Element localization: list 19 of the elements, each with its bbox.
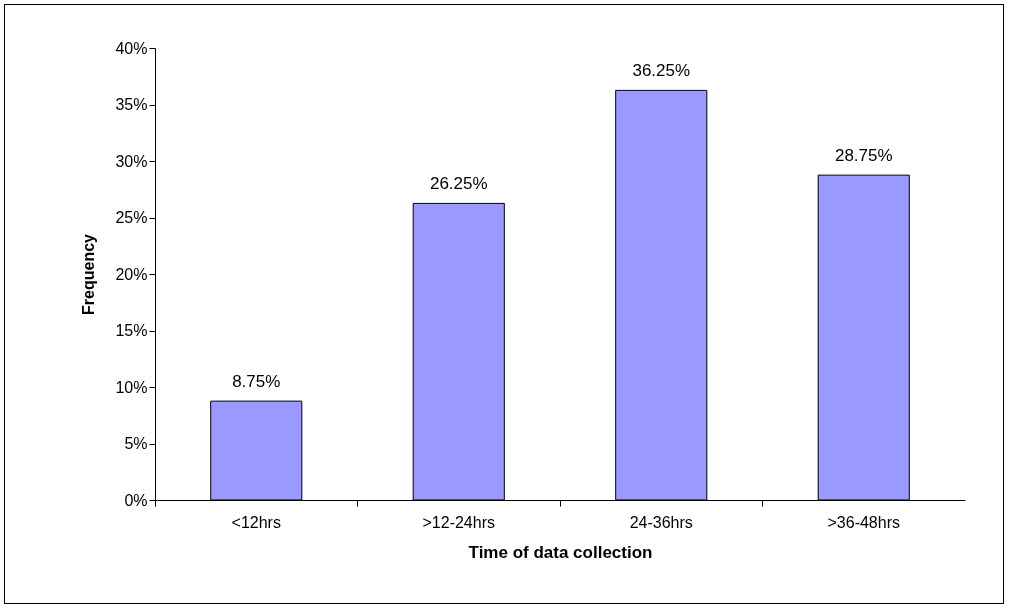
x-tick-label: <12hrs (231, 513, 281, 531)
y-tick-label: 40% (115, 39, 148, 57)
x-tick-label: >12-24hrs (422, 513, 495, 531)
data-label: 36.25% (632, 61, 691, 81)
data-label: 8.75% (232, 372, 281, 392)
y-tick-label: 25% (115, 209, 148, 226)
x-tick-label: >36-48hrs (827, 513, 900, 531)
y-tick-label: 30% (115, 152, 148, 170)
x-axis-title: Time of data collection (468, 542, 653, 562)
y-tick-label: 15% (115, 322, 148, 339)
data-label: 28.75% (834, 146, 893, 166)
y-tick-label: 0% (124, 491, 148, 509)
y-tick-label: 5% (124, 435, 148, 452)
y-tick-label: 20% (115, 265, 148, 283)
y-tick-label: 10% (115, 378, 148, 396)
y-axis-title: Frequency (80, 233, 98, 315)
x-tick-label: 24-36hrs (629, 513, 693, 531)
y-tick-label: 35% (115, 96, 148, 113)
data-label: 26.25% (429, 174, 488, 194)
